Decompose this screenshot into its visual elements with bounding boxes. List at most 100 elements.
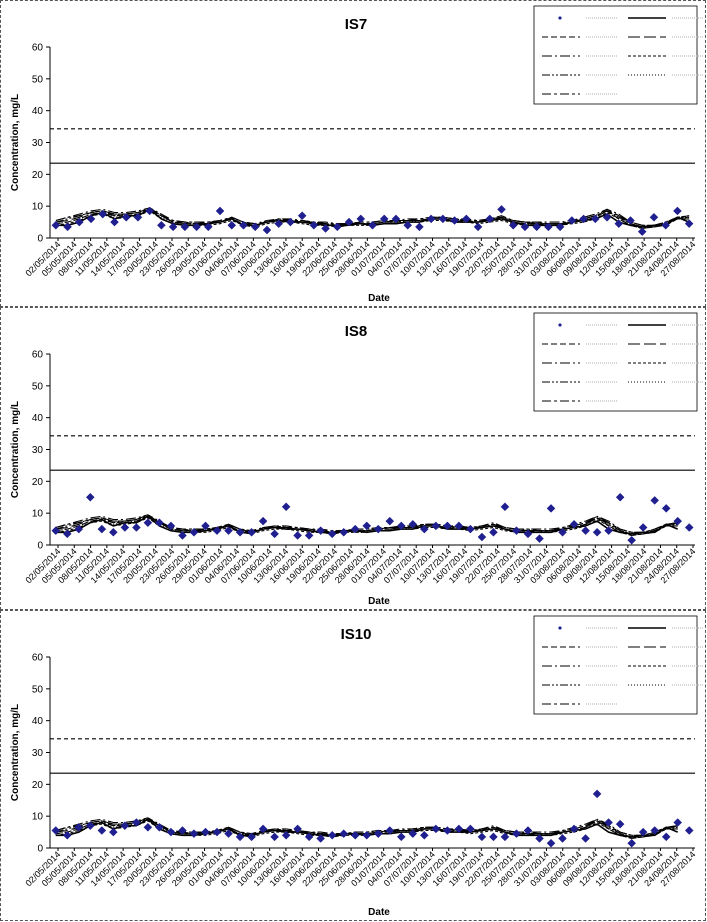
data-point-marker xyxy=(477,532,487,542)
data-point-marker xyxy=(368,220,377,230)
data-point-marker xyxy=(650,496,660,505)
data-point-marker xyxy=(132,818,141,827)
data-point-marker xyxy=(51,826,61,835)
data-point-marker xyxy=(293,824,302,834)
data-point-marker xyxy=(419,830,429,840)
y-axis-label: Concentration, mg/L xyxy=(10,704,21,801)
data-point-marker xyxy=(192,222,201,232)
y-axis-label: Concentration, mg/L xyxy=(10,401,21,498)
data-point-marker xyxy=(143,518,153,528)
data-point-marker xyxy=(212,827,222,837)
data-point-marker xyxy=(661,832,671,842)
legend xyxy=(533,5,704,105)
data-point-marker xyxy=(239,220,248,230)
data-point-marker xyxy=(477,832,487,842)
data-point-marker xyxy=(344,217,354,227)
data-point-marker xyxy=(508,220,518,230)
data-point-marker xyxy=(74,217,84,227)
data-point-marker xyxy=(304,531,314,540)
data-point-marker xyxy=(297,211,307,221)
y-tick-label: 0 xyxy=(37,541,43,552)
data-point-marker xyxy=(569,824,579,834)
data-point-marker xyxy=(438,214,448,224)
data-point-marker xyxy=(581,834,590,843)
data-point-marker xyxy=(615,492,625,502)
data-point-marker xyxy=(98,209,108,219)
data-point-marker xyxy=(120,821,130,831)
y-tick-label: 0 xyxy=(37,844,43,855)
data-point-marker xyxy=(391,214,401,224)
data-point-marker xyxy=(270,529,279,539)
y-tick-label: 60 xyxy=(32,653,44,664)
legend-box xyxy=(533,615,698,715)
data-point-marker xyxy=(227,220,237,230)
data-point-marker xyxy=(602,212,612,222)
y-tick-label: 0 xyxy=(37,234,43,245)
data-point-marker xyxy=(512,526,521,536)
data-point-marker xyxy=(627,838,637,848)
y-tick-label: 60 xyxy=(32,350,44,361)
data-point-marker xyxy=(189,829,199,839)
data-point-marker xyxy=(385,516,395,526)
data-point-marker xyxy=(443,826,452,835)
y-tick-label: 10 xyxy=(32,812,44,823)
data-point-marker xyxy=(523,826,533,835)
data-point-marker xyxy=(532,222,542,232)
data-point-marker xyxy=(626,216,635,225)
legend-marker xyxy=(558,16,562,20)
data-point-marker xyxy=(178,531,187,540)
data-point-marker xyxy=(108,527,118,537)
data-point-marker xyxy=(385,826,395,835)
data-point-marker xyxy=(85,821,95,831)
series-line xyxy=(55,208,690,228)
data-point-marker xyxy=(569,519,579,529)
data-point-marker xyxy=(133,212,143,222)
data-point-marker xyxy=(350,830,360,840)
data-point-marker xyxy=(274,219,284,229)
legend xyxy=(533,312,704,412)
data-point-marker xyxy=(235,832,245,842)
data-point-marker xyxy=(327,529,337,539)
data-point-marker xyxy=(97,826,107,835)
data-point-marker xyxy=(293,531,302,540)
data-point-marker xyxy=(614,219,624,229)
y-tick-label: 10 xyxy=(32,509,44,520)
data-point-marker xyxy=(362,521,372,531)
data-point-marker xyxy=(466,824,475,834)
data-point-marker xyxy=(673,818,683,827)
y-tick-label: 10 xyxy=(32,202,44,213)
data-point-marker xyxy=(63,222,72,232)
y-tick-label: 20 xyxy=(32,170,44,181)
data-point-marker xyxy=(604,526,613,536)
legend-box xyxy=(533,312,698,412)
data-point-marker xyxy=(74,524,84,534)
data-point-marker xyxy=(281,502,291,512)
data-point-marker xyxy=(85,492,95,502)
y-axis-label: Concentration, mg/L xyxy=(10,94,21,191)
data-point-marker xyxy=(143,822,153,832)
data-point-marker xyxy=(466,524,475,534)
data-point-marker xyxy=(145,206,155,216)
data-point-marker xyxy=(535,834,544,843)
data-point-marker xyxy=(286,217,295,227)
data-point-marker xyxy=(250,222,260,232)
data-point-marker xyxy=(316,834,326,843)
data-point-marker xyxy=(362,830,372,840)
data-point-marker xyxy=(157,220,166,230)
y-tick-label: 30 xyxy=(32,138,44,149)
data-point-marker xyxy=(592,789,602,799)
data-point-marker xyxy=(408,519,418,529)
data-point-marker xyxy=(673,206,682,216)
data-point-marker xyxy=(684,826,694,835)
data-point-marker xyxy=(615,819,625,829)
data-point-marker xyxy=(327,830,337,840)
data-point-marker xyxy=(356,214,366,224)
data-point-marker xyxy=(309,220,319,230)
chart-title: IS7 xyxy=(345,16,368,33)
data-point-marker xyxy=(201,521,210,531)
data-point-marker xyxy=(520,222,530,232)
data-point-marker xyxy=(178,826,187,835)
x-axis-label: Date xyxy=(368,293,390,304)
data-point-marker xyxy=(604,818,613,827)
data-point-marker xyxy=(121,212,131,222)
